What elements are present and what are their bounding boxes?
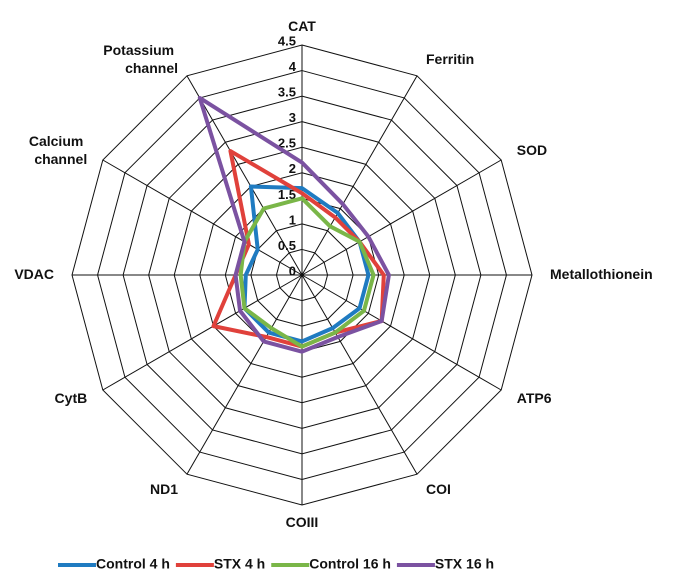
spoke — [186, 75, 303, 276]
category-label: Ferritin — [426, 51, 474, 67]
legend-label: STX 4 h — [214, 556, 265, 572]
r-tick-label: 0 — [289, 263, 296, 278]
category-label: ND1 — [150, 480, 178, 496]
spoke — [301, 274, 418, 475]
r-tick-label: 3 — [289, 110, 296, 125]
spoke — [102, 159, 303, 276]
legend-label: Control 16 h — [309, 556, 391, 572]
category-label: Potassium channel — [103, 42, 178, 76]
category-label: ATP6 — [517, 390, 552, 406]
category-label: COIII — [286, 514, 319, 530]
category-label: Metallothionein — [550, 266, 653, 282]
r-tick-label: 1 — [289, 212, 296, 227]
category-label: CAT — [288, 18, 316, 34]
r-tick-label: 4 — [289, 59, 297, 74]
category-label: COI — [426, 480, 451, 496]
spoke — [186, 274, 303, 475]
series-line — [197, 95, 391, 354]
category-label: SOD — [517, 142, 547, 158]
legend-label: STX 16 h — [435, 556, 494, 572]
r-tick-label: 3.5 — [278, 85, 296, 100]
legend-label: Control 4 h — [96, 556, 170, 572]
spoke — [102, 274, 303, 391]
category-label: CytB — [55, 390, 88, 406]
spoke — [301, 75, 418, 276]
category-label: VDAC — [14, 266, 54, 282]
spoke — [301, 159, 502, 276]
r-tick-label: 1.5 — [278, 187, 296, 202]
category-label: Calcium channel — [29, 133, 87, 167]
r-tick-label: 2 — [289, 161, 296, 176]
r-tick-label: 0.5 — [278, 238, 296, 253]
r-tick-label: 4.5 — [278, 33, 296, 48]
r-tick-label: 2.5 — [278, 136, 296, 151]
spoke — [301, 274, 502, 391]
